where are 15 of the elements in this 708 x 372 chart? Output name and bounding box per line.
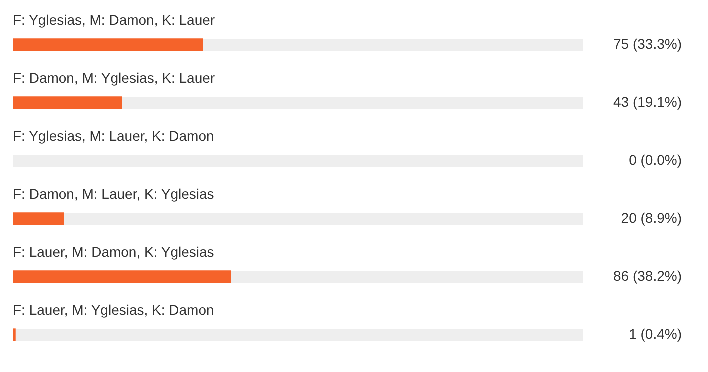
bar [13, 96, 122, 110]
y-tick-label: F: Lauer, M: Yglesias, K: Damon [13, 302, 214, 318]
data-label: 43 (19.1%) [614, 94, 682, 110]
y-tick-label: F: Lauer, M: Damon, K: Yglesias [13, 244, 214, 260]
bar [13, 212, 64, 226]
data-label: 86 (38.2%) [614, 268, 682, 284]
bar [13, 328, 16, 342]
y-tick-label: F: Yglesias, M: Lauer, K: Damon [13, 128, 214, 144]
y-tick-label: F: Damon, M: Yglesias, K: Lauer [13, 70, 216, 86]
y-tick-label: F: Yglesias, M: Damon, K: Lauer [13, 12, 216, 28]
y-tick-label: F: Damon, M: Lauer, K: Yglesias [13, 186, 214, 202]
data-label: 1 (0.4%) [629, 326, 682, 342]
data-label: 0 (0.0%) [629, 152, 682, 168]
data-label: 75 (33.3%) [614, 36, 682, 52]
data-label: 20 (8.9%) [621, 210, 682, 226]
